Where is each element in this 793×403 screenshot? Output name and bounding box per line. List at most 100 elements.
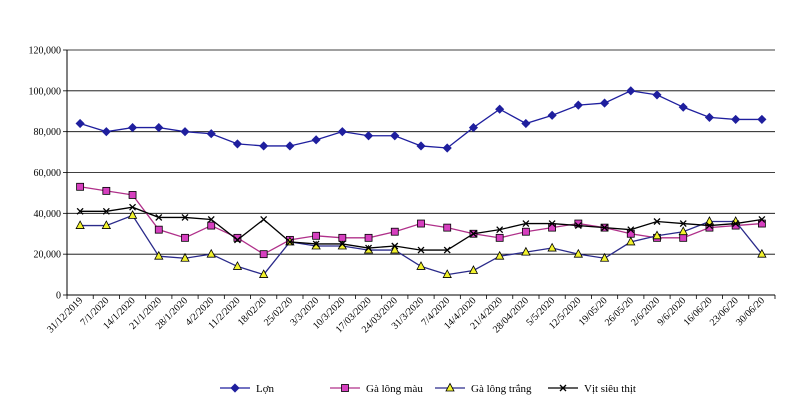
series-2	[75, 210, 767, 278]
data-point	[206, 248, 216, 258]
data-point	[180, 127, 190, 137]
data-point	[391, 242, 399, 250]
data-point	[127, 210, 138, 219]
data-point	[338, 233, 347, 242]
legend-marker	[341, 384, 349, 392]
data-point	[154, 123, 164, 133]
legend-item: Vịt siêu thịt	[548, 383, 636, 395]
data-point	[679, 220, 687, 228]
data-point	[757, 248, 767, 258]
data-point	[258, 269, 269, 278]
data-point	[496, 226, 504, 234]
data-point	[181, 213, 189, 221]
data-point	[574, 219, 583, 228]
data-point	[494, 250, 505, 260]
data-point	[732, 220, 740, 228]
data-point	[574, 222, 582, 230]
legend-label: Vịt siêu thịt	[584, 383, 636, 395]
series-line	[79, 90, 762, 149]
series-1	[76, 182, 766, 259]
data-point	[442, 143, 452, 153]
data-point	[181, 233, 189, 242]
data-point	[599, 252, 610, 262]
data-point	[652, 90, 662, 100]
data-point	[128, 191, 137, 199]
data-point	[390, 131, 400, 141]
legend-item: Lợn	[220, 383, 275, 395]
data-point	[390, 227, 399, 236]
legend-label: Lợn	[256, 383, 275, 395]
data-point	[705, 222, 713, 230]
legend: Lợn Gà lông màu Gà lông trắng Vịt siêu thịt	[220, 382, 636, 395]
data-point	[416, 141, 426, 151]
y-tick-label: 20,000	[34, 250, 62, 261]
data-point	[757, 114, 767, 124]
y-tick-label: 0	[56, 291, 61, 302]
data-point	[573, 100, 583, 110]
data-point	[101, 220, 112, 229]
data-point	[599, 98, 610, 108]
data-point	[679, 233, 688, 242]
legend-marker	[559, 384, 567, 392]
data-point	[626, 86, 636, 96]
data-point	[232, 261, 243, 270]
data-point	[364, 233, 373, 242]
data-point	[180, 252, 190, 262]
data-point	[468, 123, 479, 133]
data-point	[311, 135, 321, 145]
data-point	[232, 139, 243, 149]
data-point	[521, 246, 531, 256]
data-point	[521, 118, 531, 129]
y-axis-ticks: 0 20,000 40,000 60,000 80,000 100,000 120,000	[29, 46, 67, 302]
x-axis-ticks: 31/12/20197/1/202014/1/202021/1/202028/1…	[45, 295, 776, 335]
data-point	[286, 238, 294, 246]
data-point	[678, 102, 688, 112]
data-point	[442, 269, 452, 278]
data-point	[207, 215, 215, 223]
data-point	[127, 123, 138, 133]
data-point	[678, 226, 688, 236]
data-point	[417, 246, 425, 254]
data-point	[548, 220, 556, 228]
data-point	[363, 131, 374, 141]
data-point	[469, 230, 477, 238]
y-tick-label: 120,000	[29, 46, 62, 57]
series-0	[75, 86, 767, 153]
data-point	[75, 118, 85, 129]
data-point	[416, 261, 426, 270]
legend-item: Gà lông trắng	[435, 382, 532, 395]
y-tick-label: 40,000	[34, 209, 62, 220]
data-point	[601, 224, 609, 232]
data-point	[626, 236, 636, 246]
data-point	[443, 246, 451, 254]
legend-label: Gà lông màu	[366, 383, 423, 395]
data-point	[417, 219, 425, 228]
data-point	[259, 250, 268, 259]
legend-item: Gà lông màu	[330, 383, 423, 395]
data-point	[76, 207, 84, 215]
data-point	[365, 244, 373, 252]
data-point	[260, 215, 268, 223]
data-point	[338, 240, 346, 248]
data-point	[522, 220, 530, 228]
x-tick-label: 30/06/20	[734, 295, 767, 328]
data-point	[653, 218, 661, 225]
data-point	[207, 221, 216, 230]
data-point	[704, 216, 715, 225]
y-tick-label: 80,000	[34, 127, 62, 138]
data-point	[102, 186, 111, 195]
y-tick-label: 100,000	[29, 86, 62, 97]
data-point	[627, 226, 635, 234]
legend-marker	[445, 382, 455, 392]
series-layer	[75, 86, 767, 278]
data-point	[312, 240, 320, 248]
data-point	[731, 114, 741, 124]
data-point	[495, 104, 505, 114]
data-point	[76, 182, 85, 191]
data-point	[573, 248, 583, 258]
data-point	[390, 244, 400, 254]
data-point	[652, 230, 662, 240]
data-point	[704, 112, 715, 122]
data-point	[259, 141, 269, 151]
